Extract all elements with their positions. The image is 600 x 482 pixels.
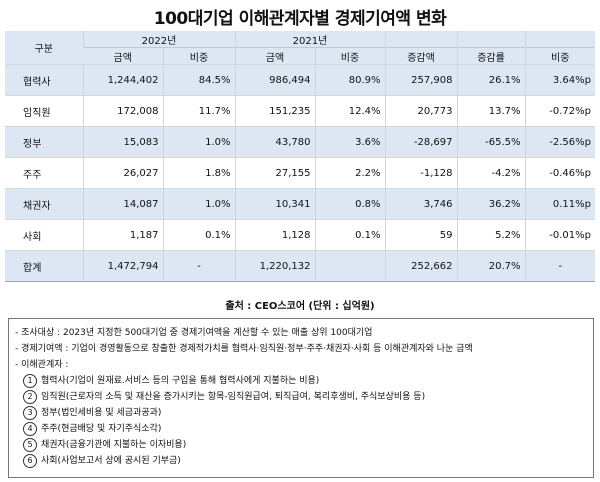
cell-amount-2021: 10,341 xyxy=(234,188,315,220)
cell-change-amount: 3,746 xyxy=(384,188,457,220)
cell-ratio-2021: 0.1% xyxy=(314,219,385,251)
cell-amount-2021: 151,235 xyxy=(234,95,315,127)
cell-change-amount: -28,697 xyxy=(384,126,457,158)
circled-number: 2 xyxy=(23,389,37,404)
header-category: 구분 xyxy=(5,31,83,65)
circled-number: 4 xyxy=(23,421,37,436)
cell-change-rate: 26.1% xyxy=(456,64,525,96)
cell-amount-2021: 986,494 xyxy=(234,64,315,96)
header-ratio-change: 비중 xyxy=(524,47,595,65)
cell-ratio-2021: 12.4% xyxy=(314,95,385,127)
note-item-text: 주주(현금배당 및 자기주식소각) xyxy=(41,424,162,434)
cell-ratio-2021: 3.6% xyxy=(314,126,385,158)
header-amount-2022: 금액 xyxy=(83,47,163,65)
cell-ratio-change: 0.11%p xyxy=(524,188,595,220)
total-ratio-change: - xyxy=(524,250,595,282)
note-item: 4 주주(현금배당 및 자기주식소각) xyxy=(15,421,587,437)
note-stakeholders: - 이해관계자 : xyxy=(15,360,69,370)
table-row: 사회 1,187 0.1% 1,128 0.1% 59 5.2% -0.01%p xyxy=(5,219,595,251)
cell-change-rate: -4.2% xyxy=(456,157,525,189)
note-item-text: 채권자(금융기관에 지불하는 이자비용) xyxy=(41,440,187,450)
cell-change-amount: 257,908 xyxy=(384,64,457,96)
note-item: 1 협력사(기업이 원재료.서비스 등의 구입을 통해 협력사에게 지불하는 비용… xyxy=(15,373,587,389)
total-change-rate: 20.7% xyxy=(456,250,525,282)
cell-amount-2022: 15,083 xyxy=(82,126,163,158)
note-survey: - 조사대상 : 2023년 지정한 500대기업 중 경제기여액을 계산할 수… xyxy=(15,328,373,338)
cell-ratio-change: -0.01%p xyxy=(524,219,595,251)
circled-number: 6 xyxy=(23,453,37,468)
cell-ratio-change: -2.56%p xyxy=(524,126,595,158)
row-label: 채권자 xyxy=(5,188,83,220)
cell-amount-2022: 1,244,402 xyxy=(82,64,163,96)
circled-number: 1 xyxy=(23,373,37,388)
contribution-table: 구분 2022년 2021년 금액 비중 금액 비중 증감액 증감률 비중 협력… xyxy=(5,31,595,282)
cell-ratio-2022: 1.8% xyxy=(162,157,235,189)
cell-ratio-change: -0.72%p xyxy=(524,95,595,127)
cell-amount-2022: 1,187 xyxy=(82,219,163,251)
notes-box: - 조사대상 : 2023년 지정한 500대기업 중 경제기여액을 계산할 수… xyxy=(8,318,594,478)
table-row: 정부 15,083 1.0% 43,780 3.6% -28,697 -65.5… xyxy=(5,126,595,158)
note-item: 5 채권자(금융기관에 지불하는 이자비용) xyxy=(15,437,587,453)
cell-change-rate: -65.5% xyxy=(456,126,525,158)
row-label: 협력사 xyxy=(5,64,83,96)
header-amount-2021: 금액 xyxy=(234,47,315,65)
cell-ratio-2021: 0.8% xyxy=(314,188,385,220)
total-amount-2021: 1,220,132 xyxy=(234,250,315,282)
table-row: 채권자 14,087 1.0% 10,341 0.8% 3,746 36.2% … xyxy=(5,188,595,220)
page-title: 100대기업 이해관계자별 경제기여액 변화 xyxy=(153,9,447,29)
cell-change-amount: 59 xyxy=(384,219,457,251)
cell-ratio-2022: 0.1% xyxy=(162,219,235,251)
cell-amount-2022: 26,027 xyxy=(82,157,163,189)
row-label: 정부 xyxy=(5,126,83,158)
total-ratio-2021 xyxy=(314,250,385,282)
cell-ratio-2022: 11.7% xyxy=(162,95,235,127)
cell-amount-2021: 43,780 xyxy=(234,126,315,158)
table-row: 임직원 172,008 11.7% 151,235 12.4% 20,773 1… xyxy=(5,95,595,127)
header-ratio-2021: 비중 xyxy=(314,47,385,65)
cell-amount-2022: 172,008 xyxy=(82,95,163,127)
note-item: 3 정부(법인세비용 및 세금과공과) xyxy=(15,405,587,421)
cell-change-amount: -1,128 xyxy=(384,157,457,189)
circled-number: 5 xyxy=(23,437,37,452)
total-change-amount: 252,662 xyxy=(384,250,457,282)
total-label: 합계 xyxy=(5,250,83,282)
note-definition: - 경제기여액 : 기업이 경영활동으로 창출한 경제적가치를 협력사·임직원·… xyxy=(15,344,473,354)
total-amount-2022: 1,472,794 xyxy=(82,250,163,282)
source-note: 출처 : CEO스코어 (단위 : 십억원) xyxy=(225,301,375,312)
cell-ratio-2021: 80.9% xyxy=(314,64,385,96)
header-year-2021: 2021년 xyxy=(234,31,385,48)
cell-change-rate: 5.2% xyxy=(456,219,525,251)
note-item: 2 임직원(근로자의 소득 및 재산을 증가시키는 항목-임직원급여, 퇴직급여,… xyxy=(15,389,587,405)
circled-number: 3 xyxy=(23,405,37,420)
table-row: 협력사 1,244,402 84.5% 986,494 80.9% 257,90… xyxy=(5,64,595,96)
cell-ratio-2021: 2.2% xyxy=(314,157,385,189)
note-item-text: 정부(법인세비용 및 세금과공과) xyxy=(41,408,162,418)
note-item-text: 협력사(기업이 원재료.서비스 등의 구입을 통해 협력사에게 지불하는 비용) xyxy=(41,376,320,386)
cell-ratio-change: 3.64%p xyxy=(524,64,595,96)
cell-ratio-2022: 1.0% xyxy=(162,188,235,220)
header-change-amount: 증감액 xyxy=(384,47,457,65)
cell-ratio-change: -0.46%p xyxy=(524,157,595,189)
cell-change-rate: 13.7% xyxy=(456,95,525,127)
note-item: 6 사회(사업보고서 상에 공시된 기부금) xyxy=(15,453,587,469)
cell-amount-2021: 1,128 xyxy=(234,219,315,251)
cell-ratio-2022: 1.0% xyxy=(162,126,235,158)
cell-change-amount: 20,773 xyxy=(384,95,457,127)
cell-amount-2022: 14,087 xyxy=(82,188,163,220)
cell-ratio-2022: 84.5% xyxy=(162,64,235,96)
header-year-2022: 2022년 xyxy=(82,31,235,48)
cell-amount-2021: 27,155 xyxy=(234,157,315,189)
cell-change-rate: 36.2% xyxy=(456,188,525,220)
total-row: 합계 1,472,794 - 1,220,132 252,662 20.7% - xyxy=(5,250,595,282)
row-label: 주주 xyxy=(5,157,83,189)
total-ratio-2022: - xyxy=(162,250,235,282)
note-item-text: 사회(사업보고서 상에 공시된 기부금) xyxy=(41,456,181,466)
note-item-text: 임직원(근로자의 소득 및 재산을 증가시키는 항목-임직원급여, 퇴직급여, … xyxy=(41,392,426,402)
table-row: 주주 26,027 1.8% 27,155 2.2% -1,128 -4.2% … xyxy=(5,157,595,189)
header-ratio-2022: 비중 xyxy=(162,47,235,65)
header-change-rate: 증감률 xyxy=(456,47,525,65)
row-label: 임직원 xyxy=(5,95,83,127)
row-label: 사회 xyxy=(5,219,83,251)
